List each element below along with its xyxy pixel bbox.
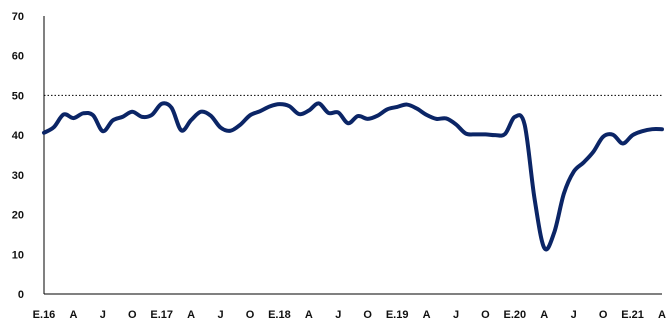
x-tick-label: O [481, 309, 490, 321]
y-tick-label: 60 [12, 51, 24, 63]
x-tick-label: A [540, 309, 548, 321]
x-tick-label: E.21 [621, 309, 644, 321]
y-tick-label: 50 [12, 90, 24, 102]
x-tick-label: A [187, 309, 195, 321]
x-tick-label: E.16 [33, 309, 56, 321]
x-tick-label: O [599, 309, 608, 321]
x-tick-label: A [658, 309, 666, 321]
x-tick-label: A [69, 309, 77, 321]
y-tick-label: 30 [12, 170, 24, 182]
x-tick-label: O [363, 309, 372, 321]
y-tick-label: 20 [12, 210, 24, 222]
x-tick-label: O [128, 309, 137, 321]
y-axis-ticks: 0 10 20 30 40 50 60 70 [12, 11, 24, 301]
y-tick-label: 10 [12, 249, 24, 261]
y-tick-label: 70 [12, 11, 24, 23]
x-tick-label: E.19 [386, 309, 409, 321]
x-tick-label: E.18 [268, 309, 291, 321]
x-tick-label: J [571, 309, 577, 321]
x-tick-label: E.20 [504, 309, 527, 321]
x-tick-label: J [100, 309, 106, 321]
y-tick-label: 40 [12, 130, 24, 142]
x-tick-label: O [246, 309, 255, 321]
x-tick-label: A [423, 309, 431, 321]
x-tick-label: A [305, 309, 313, 321]
x-tick-label: J [218, 309, 224, 321]
x-tick-label: J [335, 309, 341, 321]
x-tick-label: J [453, 309, 459, 321]
x-axis-ticks: E.16 A J O E.17 A J O E.18 A J O E.19 A J O E.20 A J O E.21 A [33, 309, 666, 321]
x-tick-label: E.17 [150, 309, 173, 321]
y-tick-label: 0 [18, 289, 24, 301]
series-line [42, 101, 664, 252]
